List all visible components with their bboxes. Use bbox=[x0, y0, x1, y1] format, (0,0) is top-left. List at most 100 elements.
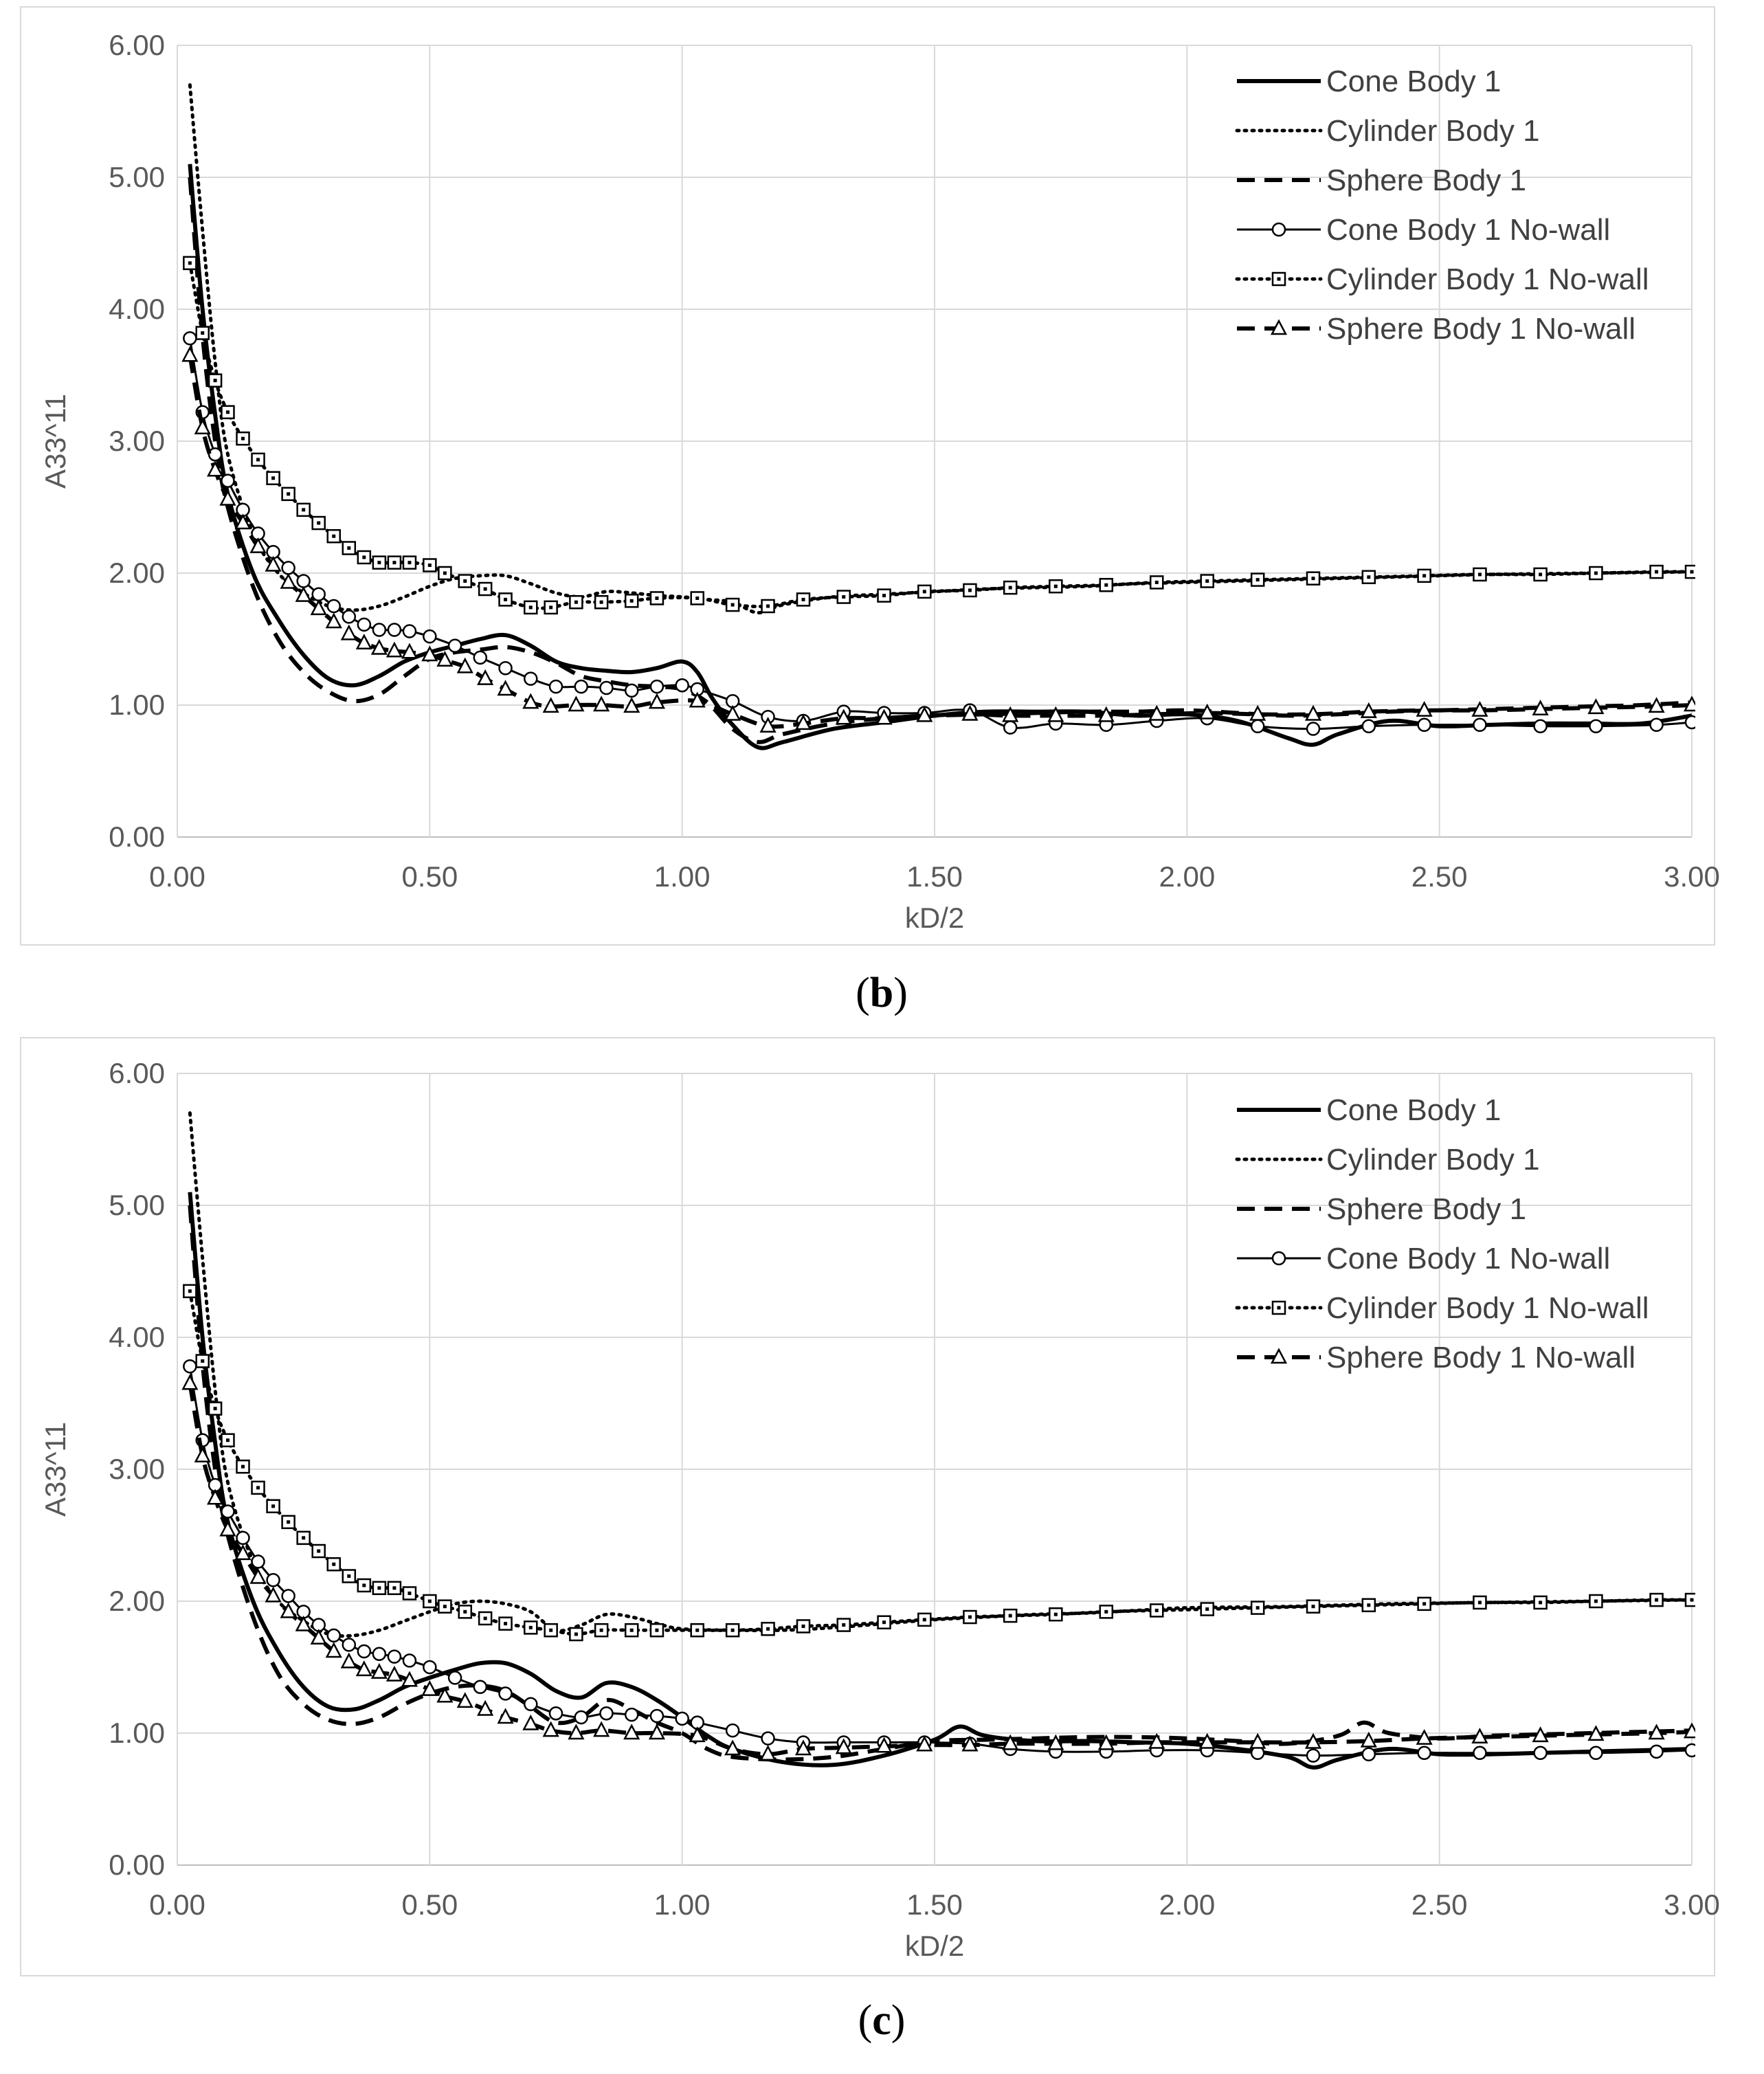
series-line bbox=[188, 1192, 1693, 1770]
data-point-square-dot bbox=[549, 1628, 553, 1632]
data-point-triangle bbox=[295, 1615, 312, 1631]
data-point-circle bbox=[1306, 1748, 1321, 1763]
series-line bbox=[188, 177, 1693, 744]
x-tick-label: 2.00 bbox=[1159, 860, 1215, 893]
data-point-square-dot bbox=[213, 1407, 217, 1411]
data-point-square-dot bbox=[922, 1618, 926, 1622]
data-point-square-dot bbox=[629, 599, 634, 603]
data-point-triangle bbox=[1148, 704, 1165, 721]
data-point-square-dot bbox=[188, 1289, 192, 1293]
data-point-triangle bbox=[1360, 1731, 1377, 1748]
data-point-triangle bbox=[875, 1737, 893, 1753]
data-point-triangle bbox=[542, 1721, 559, 1737]
x-tick-label: 0.50 bbox=[401, 1888, 458, 1921]
legend-marker-circle bbox=[1271, 222, 1286, 237]
legend-label: Sphere Body 1 No-wall bbox=[1326, 1341, 1635, 1374]
data-point-triangle bbox=[497, 680, 514, 696]
y-axis-title: A33^11 bbox=[39, 1422, 71, 1517]
data-point-triangle bbox=[386, 641, 403, 658]
data-point-square-dot bbox=[362, 1583, 366, 1587]
legend-label: Cone Body 1 bbox=[1326, 65, 1501, 98]
data-point-triangle bbox=[355, 1660, 372, 1677]
data-point-triangle bbox=[568, 695, 585, 712]
x-tick-label: 2.50 bbox=[1411, 860, 1468, 893]
data-point-square-dot bbox=[1255, 578, 1260, 582]
data-point-square-dot bbox=[599, 600, 603, 604]
data-point-triangle bbox=[1360, 702, 1377, 718]
panel-label-part: b bbox=[870, 970, 893, 1016]
data-point-triangle bbox=[623, 697, 640, 713]
data-point-square-dot bbox=[483, 587, 487, 591]
legend-item: Sphere Body 1 No-wall bbox=[1237, 312, 1635, 346]
data-point-triangle bbox=[1002, 1734, 1019, 1750]
data-point-square-dot bbox=[1154, 1608, 1159, 1612]
series-line bbox=[188, 1383, 1693, 1757]
legend-label: Sphere Body 1 bbox=[1326, 1192, 1526, 1226]
y-tick-label: 6.00 bbox=[109, 29, 165, 61]
data-point-triangle bbox=[1683, 695, 1695, 712]
data-point-triangle bbox=[689, 691, 706, 708]
data-point-circle bbox=[574, 679, 588, 694]
data-point-square-dot bbox=[922, 590, 926, 594]
data-point-square-dot bbox=[1311, 577, 1315, 581]
data-point-triangle bbox=[961, 1735, 979, 1752]
legend-item: Sphere Body 1 bbox=[1237, 1192, 1526, 1226]
data-point-triangle bbox=[1587, 698, 1605, 715]
legend-label: Cylinder Body 1 bbox=[1326, 1143, 1540, 1177]
data-point-square-dot bbox=[256, 458, 260, 462]
data-point-triangle bbox=[421, 645, 438, 662]
data-point-square-dot bbox=[1422, 574, 1427, 578]
data-point-triangle bbox=[648, 693, 666, 709]
legend-item: Cone Body 1 No-wall bbox=[1237, 1242, 1610, 1275]
data-point-square-dot bbox=[1367, 575, 1371, 579]
data-point-square-dot bbox=[655, 1628, 659, 1632]
data-point-circle bbox=[1361, 719, 1376, 733]
data-point-triangle bbox=[325, 612, 342, 629]
data-point-square-dot bbox=[1053, 1612, 1058, 1616]
data-point-square-dot bbox=[1008, 1614, 1012, 1618]
data-point-circle bbox=[1684, 715, 1695, 730]
data-point-square-dot bbox=[1104, 1609, 1108, 1614]
data-point-triangle bbox=[1047, 706, 1064, 722]
data-point-triangle bbox=[1198, 703, 1216, 720]
data-point-square-dot bbox=[882, 594, 886, 598]
data-point-circle bbox=[725, 1723, 740, 1738]
data-point-circle bbox=[1417, 1746, 1431, 1761]
data-point-circle bbox=[447, 638, 462, 653]
data-point-square-dot bbox=[1311, 1605, 1315, 1609]
data-point-circle bbox=[548, 679, 563, 694]
legend-label: Cylinder Body 1 bbox=[1326, 114, 1540, 148]
data-point-triangle bbox=[181, 1374, 199, 1390]
data-point-circle bbox=[1306, 722, 1321, 736]
data-point-circle bbox=[447, 1671, 462, 1685]
data-point-triangle bbox=[280, 572, 297, 589]
data-point-triangle bbox=[456, 657, 473, 673]
data-point-triangle bbox=[280, 1602, 297, 1618]
data-point-circle bbox=[342, 610, 357, 624]
data-point-square-dot bbox=[1539, 572, 1543, 577]
legend-item: Cylinder Body 1 bbox=[1235, 114, 1540, 148]
data-point-triangle bbox=[401, 643, 418, 659]
data-point-square-dot bbox=[188, 261, 192, 265]
legend-label: Cylinder Body 1 No-wall bbox=[1326, 1291, 1649, 1325]
data-point-circle bbox=[599, 1706, 614, 1721]
legend-item: Sphere Body 1 bbox=[1237, 164, 1526, 197]
data-point-circle bbox=[357, 617, 372, 632]
legend-label: Cone Body 1 No-wall bbox=[1326, 213, 1610, 247]
data-point-triangle bbox=[295, 586, 312, 602]
x-axis-title: kD/2 bbox=[905, 1930, 964, 1962]
data-point-circle bbox=[1649, 1744, 1664, 1759]
data-point-square-dot bbox=[1539, 1601, 1543, 1605]
data-point-triangle bbox=[1648, 697, 1665, 713]
data-point-triangle bbox=[310, 599, 327, 616]
data-point-square-dot bbox=[392, 1586, 397, 1590]
legend: Cone Body 1 Cylinder Body 1 Sphere Body 1 C… bbox=[1235, 65, 1649, 346]
data-point-square-dot bbox=[332, 1562, 336, 1566]
legend-marker-triangle bbox=[1270, 1348, 1288, 1364]
data-point-circle bbox=[281, 561, 295, 575]
data-point-circle bbox=[221, 1504, 235, 1519]
data-point-square-dot bbox=[574, 600, 578, 604]
data-point-square-dot bbox=[483, 1616, 487, 1620]
data-point-triangle bbox=[249, 537, 267, 553]
data-point-triangle bbox=[724, 1739, 741, 1756]
